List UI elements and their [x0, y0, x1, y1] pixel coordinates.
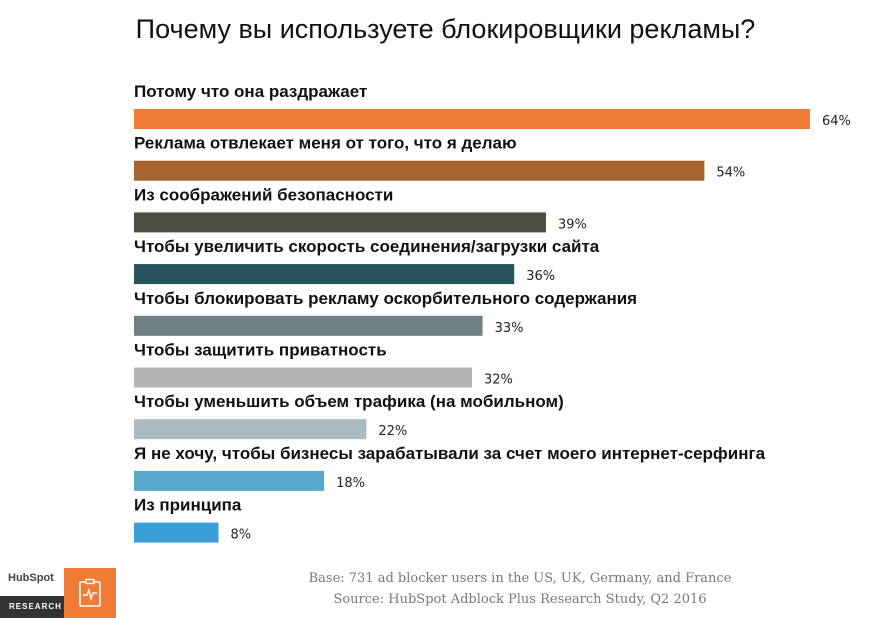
bar	[134, 109, 810, 129]
research-label: RESEARCH	[0, 596, 64, 618]
brand-name: HubSpot	[8, 572, 54, 584]
category-label: Реклама отвлекает меня от того, что я де…	[134, 134, 517, 153]
bar-chart: Потому что она раздражает 64% Реклама отвл…	[134, 82, 851, 543]
category-label: Из принципа	[134, 496, 242, 515]
clipboard-pulse-icon	[64, 568, 116, 618]
value-label: 8%	[231, 528, 252, 543]
value-label: 39%	[558, 217, 587, 232]
value-label: 36%	[526, 269, 555, 284]
value-label: 22%	[378, 424, 407, 439]
category-label: Из соображений безопасности	[134, 185, 393, 204]
category-label: Чтобы блокировать рекламу оскорбительног…	[134, 289, 637, 308]
value-label: 18%	[336, 476, 365, 491]
category-label: Чтобы защитить приватность	[134, 341, 387, 360]
bar	[134, 212, 546, 233]
bar	[134, 470, 325, 491]
category-label: Я не хочу, чтобы бизнесы зарабатывали за…	[134, 444, 766, 463]
footnote-source: Source: HubSpot Adblock Plus Research St…	[333, 592, 707, 607]
footnote: Base: 731 ad blocker users in the US, UK…	[230, 568, 810, 610]
footnote-base: Base: 731 ad blocker users in the US, UK…	[308, 571, 732, 586]
bar	[134, 315, 483, 336]
bar	[134, 160, 705, 181]
hubspot-research-logo: HubSpot RESEARCH	[0, 568, 118, 618]
bar	[134, 419, 367, 440]
category-label: Чтобы уменьшить объем трафика (на мобиль…	[134, 392, 564, 411]
value-label: 64%	[822, 114, 851, 129]
value-label: 32%	[484, 373, 513, 388]
bar	[134, 522, 219, 543]
value-label: 33%	[495, 321, 524, 336]
bar	[134, 264, 515, 285]
category-label: Потому что она раздражает	[134, 82, 367, 101]
value-label: 54%	[716, 166, 745, 181]
category-label: Чтобы увеличить скорость соединения/загр…	[134, 237, 600, 256]
chart-title: Почему вы используете блокировщики рекла…	[135, 14, 756, 44]
bar	[134, 367, 472, 388]
